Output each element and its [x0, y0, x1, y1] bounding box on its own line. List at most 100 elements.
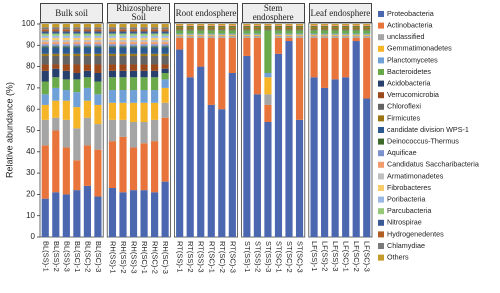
- bar-segment: [129, 37, 138, 40]
- legend-label: candidate division WPS-1: [387, 125, 469, 134]
- bar-segment: [129, 44, 138, 47]
- bar-segment: [41, 70, 49, 82]
- legend-label: Gemmatimonadetes: [387, 44, 452, 53]
- legend-swatch: [378, 115, 384, 122]
- bar-segment: [151, 90, 159, 103]
- bar-segment: [108, 33, 117, 36]
- bar-segment: [140, 190, 148, 237]
- bar-segment: [207, 34, 215, 36]
- bar-segment: [243, 37, 251, 56]
- bar-segment: [140, 37, 148, 40]
- bar-segment: [73, 24, 81, 28]
- bar-segment: [342, 24, 350, 26]
- legend-label: unclassified: [387, 32, 425, 41]
- bar-segment: [161, 87, 169, 103]
- bar-segment: [363, 34, 371, 36]
- bar-segment: [41, 47, 49, 54]
- bar-segment: [161, 53, 169, 56]
- bar-segment: [186, 77, 194, 237]
- x-tick-label: LF(SC)-2: [352, 241, 361, 272]
- bar-segment: [129, 24, 138, 28]
- bar-segment: [285, 30, 293, 34]
- bar-segment: [363, 26, 371, 28]
- panel-frame: [308, 22, 373, 238]
- y-tick-label: 50: [26, 126, 35, 135]
- bar-segment: [161, 64, 169, 69]
- bar-segment: [73, 47, 81, 54]
- bar-segment: [52, 130, 60, 193]
- bar-segment: [218, 34, 226, 36]
- legend-label: Candidatus Saccharibacteria: [387, 160, 479, 169]
- bar-segment: [218, 25, 226, 27]
- bar-segment: [310, 29, 318, 31]
- bar-segment: [264, 121, 272, 237]
- bar-segment: [321, 35, 329, 38]
- bar-segment: [83, 55, 91, 65]
- bar-segment: [321, 33, 329, 35]
- bar-segment: [52, 44, 60, 47]
- bar-segment: [41, 27, 49, 30]
- bar-segment: [274, 35, 283, 38]
- y-tick-label: 40: [26, 147, 35, 156]
- bar-segment: [352, 34, 360, 36]
- x-tick-label: ST(SC)-3: [296, 241, 305, 273]
- bar-segment: [352, 29, 360, 31]
- x-tick-label: RT(SS)-1: [176, 241, 185, 273]
- bar-segment: [119, 53, 127, 56]
- bar-segment: [363, 33, 371, 35]
- bar-segment: [73, 42, 81, 45]
- bar-segment: [253, 29, 261, 31]
- bar-segment: [83, 46, 91, 48]
- bar-segment: [186, 37, 194, 78]
- bar-segment: [228, 27, 236, 30]
- x-tick-label: LF(SS)-3: [331, 241, 340, 271]
- bar-segment: [295, 24, 304, 26]
- bar-segment: [197, 26, 205, 28]
- bar-segment: [73, 107, 81, 129]
- bar-segment: [119, 64, 127, 71]
- bar-segment: [62, 27, 70, 30]
- x-tick-label: RT(SC)-3: [228, 241, 237, 273]
- bar-segment: [243, 26, 251, 28]
- bar-segment: [94, 39, 102, 43]
- panel-title: Bulk soil: [40, 3, 104, 23]
- bar-segment: [41, 119, 49, 146]
- legend-swatch: [378, 69, 384, 75]
- bar-segment: [321, 87, 329, 238]
- bar-segment: [119, 35, 127, 38]
- bar-segment: [94, 196, 102, 237]
- bar-segment: [331, 24, 339, 26]
- bar-segment: [151, 70, 159, 78]
- bar-segment: [274, 25, 283, 27]
- bar-segment: [119, 37, 127, 40]
- bar-segment: [73, 53, 81, 56]
- bar-segment: [151, 53, 159, 56]
- bar-segment: [186, 35, 194, 38]
- bar-segment: [83, 145, 91, 186]
- bar-segment: [62, 147, 70, 195]
- bar-segment: [52, 192, 60, 237]
- legend-label: Fibrobacteres: [387, 183, 431, 192]
- bar-segment: [83, 31, 91, 34]
- bar-segment: [352, 35, 360, 38]
- x-tick-label: ST(SS)-3: [264, 241, 273, 272]
- bar-segment: [342, 34, 350, 36]
- bar-segment: [151, 141, 159, 193]
- bar-segment: [119, 102, 127, 120]
- bar-segment: [151, 47, 159, 54]
- bar-segment: [352, 27, 360, 30]
- bar-segment: [331, 27, 339, 30]
- bar-segment: [331, 29, 339, 31]
- legend-label: Chlamydiae: [387, 241, 425, 250]
- bar-segment: [129, 42, 138, 45]
- bar-segment: [363, 27, 371, 30]
- bar-segment: [94, 124, 102, 150]
- x-tick-label: RH(SC)-3: [161, 241, 170, 274]
- bar-segment: [352, 25, 360, 27]
- bar-segment: [161, 44, 169, 47]
- bar-segment: [295, 35, 304, 38]
- bar-segment: [62, 44, 70, 47]
- legend-swatch: [378, 243, 384, 249]
- bar-segment: [140, 31, 148, 34]
- bar-segment: [207, 26, 215, 28]
